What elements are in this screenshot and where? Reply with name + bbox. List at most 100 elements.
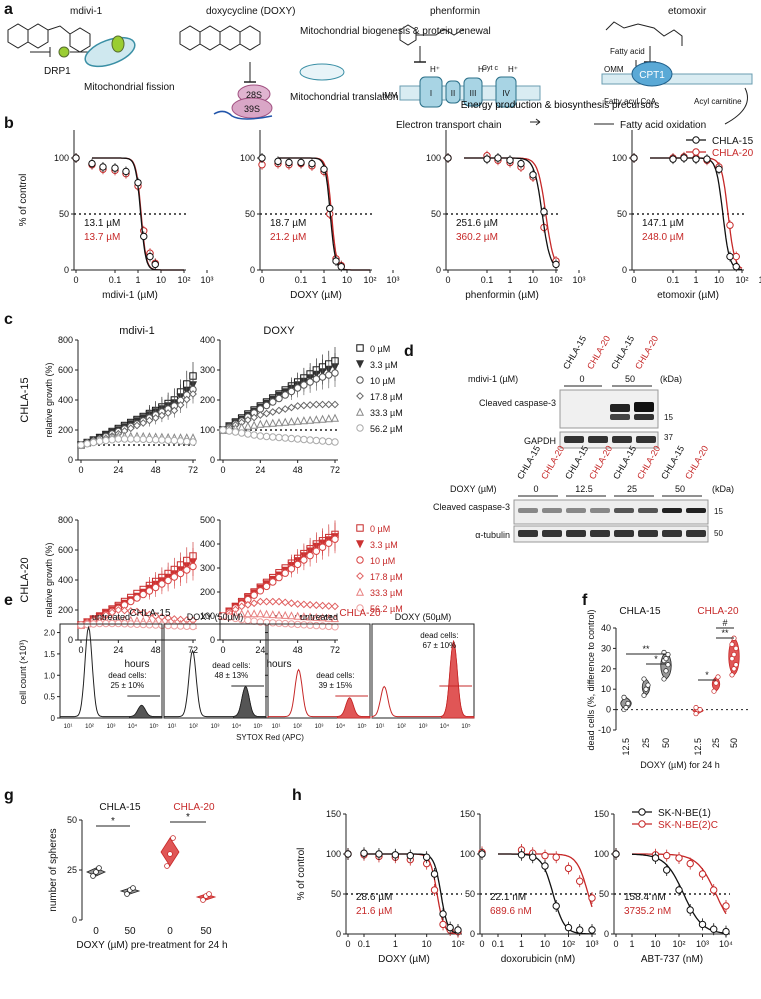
data-point (517, 159, 525, 168)
ic50-red-label: 689.6 nM (490, 906, 532, 917)
x-tick-label: 1 (519, 939, 524, 949)
data-point (164, 863, 170, 869)
marker-label: 15 (664, 413, 673, 422)
data-point (269, 433, 277, 441)
x-tick-label: 50 (124, 926, 136, 937)
b-plot-1: 0 50 100 0 0.1 1 10 10² 10³ mdivi-1 (µM) 13.1 µM 13… (54, 130, 214, 301)
data-point (268, 408, 277, 416)
y-tick-label: 50 (331, 889, 341, 899)
data-point (164, 436, 172, 444)
data-point (621, 694, 627, 700)
complex-label: II (451, 89, 455, 98)
c-col-title: mdivi-1 (119, 325, 154, 337)
data-point (250, 617, 258, 625)
ic50-black-label: 13.1 µM (84, 218, 120, 229)
lane-label: CHLA-15 (611, 444, 638, 481)
dead-label: dead cells: (108, 671, 146, 680)
data-point (281, 391, 289, 399)
band-label: GAPDH (524, 436, 556, 446)
y-tick-label: 50 (465, 889, 475, 899)
x-tick-label: 10³ (107, 724, 116, 730)
arrow-to-center (530, 118, 541, 126)
doxy-name: doxycycline (DOXY) (206, 6, 295, 17)
data-point (268, 597, 277, 606)
ic50-black-label: 28.6 µM (356, 892, 392, 903)
data-point (299, 600, 308, 609)
data-point (715, 165, 723, 173)
data-point (300, 381, 308, 389)
data-point (576, 877, 584, 885)
y-tick-label: 0 (606, 705, 611, 715)
data-point (164, 576, 172, 585)
legend-marker (355, 360, 365, 369)
x-tick-label: 10² (363, 275, 376, 285)
drp1-dot (58, 46, 70, 58)
y-tick-label: 10 (601, 684, 611, 694)
e-xlabel: SYTOX Red (APC) (236, 733, 304, 742)
data-point (732, 252, 740, 261)
x-tick-label: 25 (711, 738, 721, 748)
data-point (244, 616, 252, 625)
data-point (344, 850, 352, 858)
band-gapdh (636, 436, 656, 443)
data-point (133, 421, 141, 430)
x-tick-label: 0 (613, 939, 618, 949)
panel-label-h: h (292, 787, 302, 804)
x-tick-label: 10 (650, 939, 660, 949)
b-plot-3: 0 50 100 0 0.1 1 10 10² 10³ phenformin (µM) 251.6 … (426, 130, 586, 301)
ic50-red-label: 3735.2 nM (624, 906, 671, 917)
frame (371, 623, 475, 719)
ic50-black-label: 18.7 µM (270, 218, 306, 229)
data-point (176, 401, 185, 409)
data-point (299, 416, 308, 425)
data-point (274, 610, 284, 619)
legend-marker (356, 604, 364, 612)
legend-marker (356, 424, 364, 432)
legend-marker (356, 376, 364, 384)
legend-marker (692, 148, 700, 156)
data-point (439, 910, 447, 918)
data-point (318, 601, 327, 610)
y-tick-label: 0 (436, 265, 441, 275)
y-tick-label: 0.5 (44, 693, 56, 702)
band-caspase (610, 414, 630, 420)
data-point (133, 435, 141, 443)
data-point (330, 413, 340, 422)
data-point (122, 167, 130, 176)
data-point (127, 435, 135, 443)
y-tick-label: 200 (58, 425, 73, 435)
data-point (715, 674, 721, 680)
data-point (243, 421, 252, 430)
y-tick-label: 500 (200, 515, 215, 525)
c-col-title: DOXY (263, 325, 295, 337)
h-plot-2: 0 50 100 150 0 0.1 1 10 10² 10³ doxorubicin (nM) 22… (460, 809, 599, 965)
data-point (312, 601, 321, 610)
data-point (713, 680, 719, 686)
sig-label: * (654, 654, 658, 664)
lane-label: CHLA-20 (539, 444, 566, 481)
data-point (275, 573, 283, 582)
g-ylabel: number of spheres (48, 828, 59, 911)
panel-label-a: a (4, 1, 13, 18)
x-tick-label: 10¹ (272, 724, 281, 730)
data-point (158, 580, 166, 588)
data-point (693, 711, 699, 717)
data-point (331, 369, 339, 377)
x-tick-label: 10³ (386, 275, 399, 285)
sig-label: * (705, 670, 709, 680)
lane-label: CHLA-15 (515, 444, 542, 481)
data-point (133, 607, 141, 616)
data-point (293, 416, 302, 425)
data-point (692, 155, 700, 163)
cell-line-title: CHLA-20 (339, 608, 381, 619)
outer-membrane-icon (601, 73, 753, 85)
data-point (331, 535, 339, 543)
data-point (430, 870, 439, 878)
y-tick-label: 800 (58, 335, 73, 345)
x-tick-label: 0 (78, 465, 83, 475)
data-point (729, 656, 735, 662)
data-point (665, 662, 671, 668)
data-point (729, 641, 735, 647)
panel-label-e: e (4, 592, 13, 609)
